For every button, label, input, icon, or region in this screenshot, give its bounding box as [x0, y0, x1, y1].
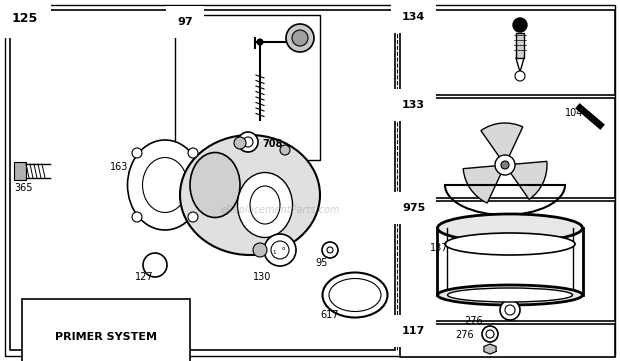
Circle shape: [132, 212, 142, 222]
Text: 276: 276: [464, 316, 482, 326]
Circle shape: [264, 234, 296, 266]
Text: 708: 708: [262, 139, 282, 149]
Ellipse shape: [445, 233, 575, 255]
Text: 134: 134: [402, 12, 425, 22]
Text: 975: 975: [402, 203, 425, 213]
Circle shape: [482, 326, 498, 342]
Ellipse shape: [128, 140, 203, 230]
Circle shape: [132, 148, 142, 158]
Ellipse shape: [448, 288, 572, 302]
Text: 127: 127: [135, 272, 154, 282]
Circle shape: [143, 253, 167, 277]
Ellipse shape: [322, 273, 388, 318]
Circle shape: [243, 137, 253, 147]
Bar: [10, 10, 395, 350]
Wedge shape: [505, 161, 547, 199]
Ellipse shape: [438, 214, 583, 242]
Text: 276: 276: [455, 330, 474, 340]
Bar: [400, 324, 615, 357]
Ellipse shape: [143, 157, 187, 213]
Text: 97: 97: [177, 17, 193, 27]
Text: 104: 104: [565, 108, 583, 118]
Circle shape: [513, 18, 527, 32]
Text: 117: 117: [402, 326, 425, 336]
Circle shape: [505, 305, 515, 315]
Bar: [14, 162, 26, 180]
Circle shape: [234, 137, 246, 149]
Text: 133: 133: [402, 100, 425, 110]
Ellipse shape: [438, 285, 583, 305]
Circle shape: [292, 30, 308, 46]
Circle shape: [253, 243, 267, 257]
Wedge shape: [481, 123, 523, 165]
Circle shape: [515, 71, 525, 81]
Text: 95: 95: [315, 258, 327, 268]
Ellipse shape: [329, 278, 381, 312]
Circle shape: [188, 148, 198, 158]
Circle shape: [327, 247, 333, 253]
Wedge shape: [463, 165, 505, 203]
Circle shape: [257, 39, 263, 45]
Circle shape: [238, 132, 258, 152]
Ellipse shape: [250, 186, 280, 224]
Ellipse shape: [237, 173, 293, 238]
Circle shape: [486, 330, 494, 338]
Bar: [400, 201, 615, 321]
Text: 617: 617: [320, 310, 339, 320]
Polygon shape: [484, 344, 496, 354]
Circle shape: [501, 161, 509, 169]
Circle shape: [322, 242, 338, 258]
Ellipse shape: [190, 152, 240, 217]
Ellipse shape: [180, 135, 320, 255]
Bar: [400, 98, 615, 198]
Bar: [516, 33, 524, 58]
Circle shape: [188, 212, 198, 222]
Text: 130: 130: [253, 272, 272, 282]
Circle shape: [286, 24, 314, 52]
Text: o: o: [281, 245, 285, 251]
Circle shape: [280, 145, 290, 155]
Text: eReplacementParts.com: eReplacementParts.com: [220, 205, 340, 215]
Text: 125: 125: [12, 12, 38, 25]
Text: 163: 163: [110, 162, 128, 172]
Circle shape: [271, 241, 289, 259]
Circle shape: [500, 300, 520, 320]
Text: 365: 365: [14, 183, 32, 193]
Bar: [400, 10, 615, 95]
Text: PRIMER SYSTEM: PRIMER SYSTEM: [55, 332, 157, 342]
Circle shape: [495, 155, 515, 175]
Bar: [175, 15, 320, 160]
Text: 1: 1: [272, 251, 276, 256]
Text: 137: 137: [430, 243, 448, 253]
